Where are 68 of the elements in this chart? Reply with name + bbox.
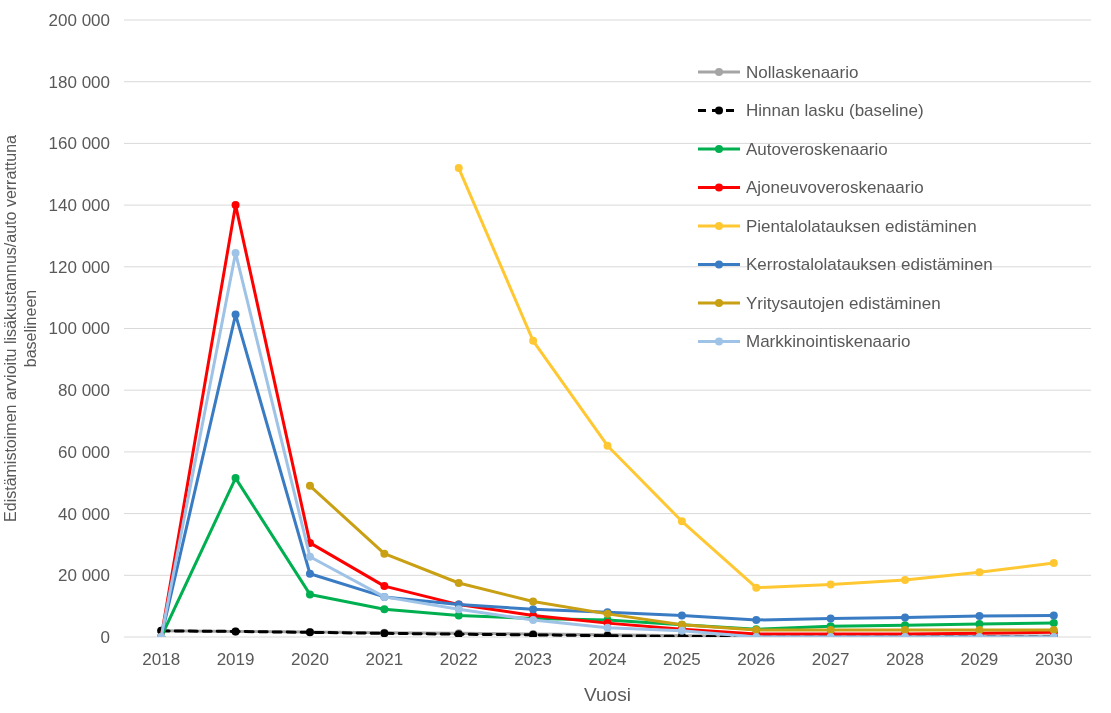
x-tick-label: 2027 [811,650,850,669]
y-tick-label: 60 000 [58,442,110,462]
x-tick-label: 2021 [365,650,404,669]
point [380,582,389,591]
point [454,164,463,173]
point [826,614,835,623]
y-tick-label: 120 000 [48,257,110,277]
y-tick-label: 140 000 [48,196,110,216]
y-tick-label: 40 000 [58,504,110,524]
point [380,549,389,558]
point [901,625,910,634]
x-tick-label: 2025 [662,650,701,669]
point [752,583,761,592]
x-tick-label: 2028 [886,650,924,669]
x-tick-label: 2024 [588,650,627,669]
legend-label: Hinnan lasku (baseline) [746,101,924,121]
point [305,569,314,578]
legend-label: Kerrostalolatauksen edistäminen [746,255,993,275]
point [305,552,314,561]
point [454,579,463,588]
y-tick-label: 200 000 [48,10,110,30]
legend-label: Ajoneuvoveroskenaario [746,178,924,198]
y-tick-label: 180 000 [48,72,110,92]
point [975,612,984,621]
legend-label: Nollaskenaario [746,62,859,82]
x-axis-title: Vuosi [584,684,631,705]
x-tick-label: 2020 [291,650,329,669]
point [752,616,761,625]
x-tick-label: 2019 [216,650,255,669]
point [975,568,984,577]
point [231,248,240,257]
point [1049,611,1058,620]
y-tick-label: 20 000 [58,566,110,586]
point [529,597,538,606]
legend-label: Pientalolatauksen edistäminen [746,216,977,236]
x-tick-label: 2018 [142,650,181,669]
y-tick-label: 0 [100,627,110,647]
point [901,613,910,622]
point [1049,558,1058,567]
point [677,517,686,526]
x-tick-label: 2029 [960,650,999,669]
point [603,623,612,632]
legend-label: Autoveroskenaario [746,139,888,159]
point [231,474,240,483]
point [454,605,463,614]
point [901,575,910,584]
y-axis-title: Edistämistoimen arvioitu lisäkustannus/auto verrattuna baselineen [2,134,39,522]
point [826,580,835,589]
point [231,201,240,210]
point [1049,619,1058,628]
x-tick-label: 2023 [514,650,553,669]
y-tick-label: 80 000 [58,381,110,401]
legend-label: Markkinointiskenaario [746,332,911,352]
point [603,441,612,450]
y-tick-label: 100 000 [48,319,110,339]
point [231,310,240,319]
x-tick-label: 2030 [1034,650,1073,669]
x-tick-label: 2022 [439,650,478,669]
point [975,625,984,634]
point [677,611,686,620]
x-tick-label: 2026 [737,650,776,669]
y-tick-label: 160 000 [48,134,110,154]
legend-label: Yritysautojen edistäminen [746,293,941,313]
point [305,590,314,599]
point [380,605,389,614]
point [529,336,538,345]
point [529,605,538,614]
point [305,481,314,490]
